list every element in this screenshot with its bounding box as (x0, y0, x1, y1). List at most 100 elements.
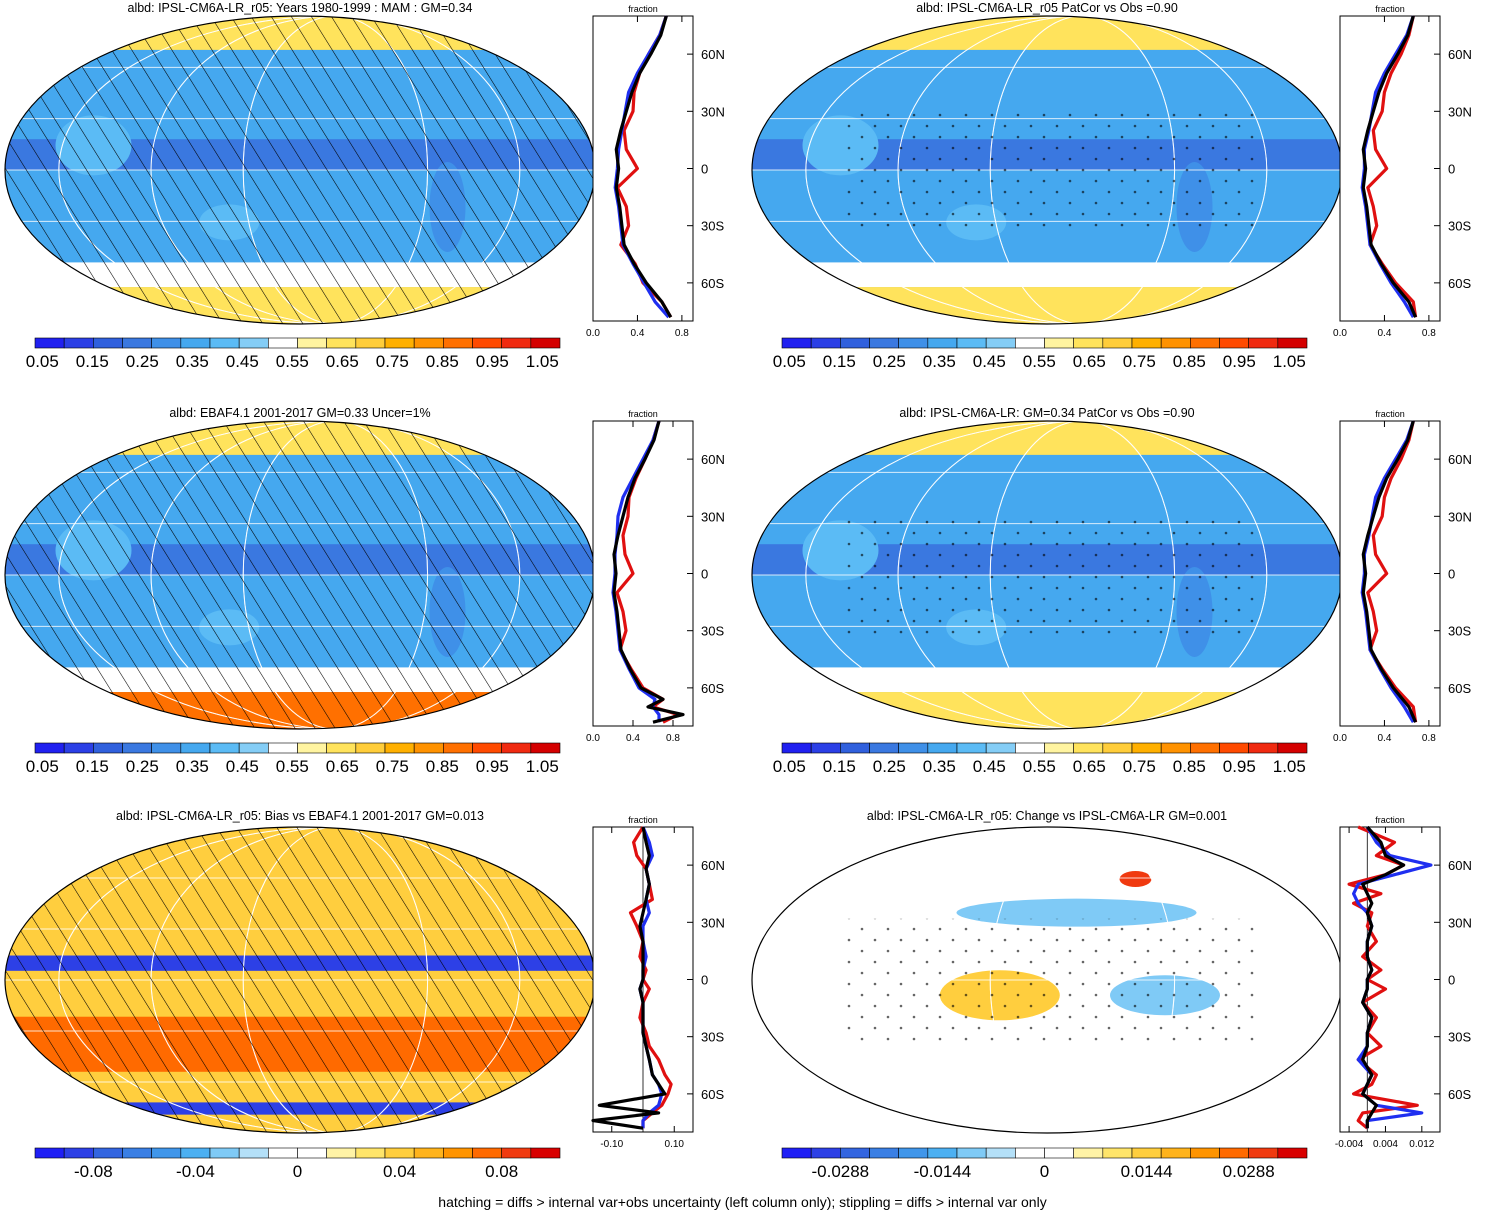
colorbar-box (1277, 1147, 1308, 1159)
colorbar-box (1073, 337, 1104, 349)
profile-ytick-label: 60S (701, 276, 724, 291)
colorbar-box (151, 742, 182, 754)
map-title: albd: IPSL-CM6A-LR_r05 PatCor vs Obs =0.… (916, 1, 1178, 15)
colorbar-label: 0.55 (276, 352, 309, 371)
profile-ytick-label: 0 (1448, 567, 1455, 582)
seaice-band (752, 667, 1342, 693)
profile-title: fraction (1375, 815, 1405, 825)
colorbar-label: 0.85 (426, 757, 459, 776)
profile-ytick-label: 30S (701, 1030, 724, 1045)
profile-ytick-label: 60S (1448, 681, 1471, 696)
profile-ytick-label: 30S (1448, 219, 1471, 234)
zonal-profile: fraction 0.0 0.4 0.8 60N 30N 0 30S 60S (1333, 4, 1472, 339)
arctic-band (752, 16, 1342, 50)
panel-2: albd: IPSL-CM6A-LR_r05 PatCor vs Obs =0.… (751, 1, 1472, 371)
colorbar-label: 0.65 (1073, 352, 1106, 371)
colorbar: -0.0288 -0.0144 0 0.0144 0.0288 (781, 1147, 1308, 1181)
profile-line-ens (612, 420, 685, 724)
profile-xtick-label: -0.004 (1335, 1139, 1364, 1150)
profile-xtick-label: -0.10 (600, 1139, 623, 1150)
colorbar-box (781, 337, 812, 349)
profile-xtick-label: 0.0 (1333, 733, 1347, 744)
colorbar-box (326, 742, 357, 754)
profile-ytick-label: 0 (701, 162, 708, 177)
figure-footnote: hatching = diffs > internal var+obs unce… (438, 1194, 1047, 1210)
profile-line-ens (614, 15, 673, 319)
meridian-line (805, 827, 1342, 1133)
colorbar-box (63, 742, 94, 754)
colorbar-box (34, 742, 65, 754)
hatching-overlay (5, 827, 595, 1133)
profile-ytick-label: 60S (701, 1087, 724, 1102)
colorbar-label: 0.04 (383, 1162, 416, 1181)
colorbar-box (326, 337, 357, 349)
profile-line-ens (1361, 825, 1406, 1129)
colorbar-box (472, 337, 502, 349)
profile-ytick-label: 30N (701, 915, 725, 930)
colorbar-box (122, 742, 152, 754)
colorbar-box (413, 742, 444, 754)
map-field (5, 16, 595, 324)
colorbar-box (1219, 337, 1249, 349)
colorbar-box (1219, 1147, 1249, 1159)
colorbar-box (1073, 742, 1104, 754)
colorbar-box (956, 1147, 987, 1159)
map-title: albd: IPSL-CM6A-LR_r05: Change vs IPSL-C… (867, 809, 1227, 823)
map-field (752, 827, 1342, 1133)
map-field (5, 827, 595, 1133)
profile-ytick-label: 30N (701, 104, 725, 119)
colorbar-label: -0.0288 (811, 1162, 869, 1181)
colorbar: 0.05 0.15 0.25 0.35 0.45 0.55 0.65 0.75 0.85 0.95… (26, 337, 561, 371)
colorbar-box (810, 337, 841, 349)
colorbar-box (122, 337, 152, 349)
colorbar-label: 0.25 (126, 352, 159, 371)
colorbar-box (63, 1147, 94, 1159)
panel-4: albd: IPSL-CM6A-LR: GM=0.34 PatCor vs Ob… (751, 406, 1472, 776)
colorbar-box (355, 742, 386, 754)
colorbar-box (781, 742, 812, 754)
map-field (752, 421, 1342, 729)
profile-xtick-label: 0.8 (666, 733, 680, 744)
profile-ytick-label: 0 (1448, 162, 1455, 177)
colorbar-label: 0.35 (923, 352, 956, 371)
colorbar-box (1015, 742, 1045, 754)
colorbar-box (1102, 1147, 1133, 1159)
colorbar-label: 0.0288 (1223, 1162, 1275, 1181)
colorbar-box (1044, 1147, 1074, 1159)
colorbar-box (1190, 1147, 1220, 1159)
colorbar-box (898, 337, 929, 349)
colorbar-box (1248, 1147, 1279, 1159)
colorbar-box (898, 742, 929, 754)
profile-ytick-label: 30N (1448, 509, 1472, 524)
panel-1: albd: IPSL-CM6A-LR_r05: Years 1980-1999 … (4, 1, 725, 371)
colorbar-label: 0.08 (485, 1162, 518, 1181)
profile-ytick-label: 0 (701, 567, 708, 582)
colorbar-box (927, 742, 958, 754)
panel-3: albd: EBAF4.1 2001-2017 GM=0.33 Uncer=1%… (4, 406, 725, 776)
colorbar-box (869, 742, 899, 754)
colorbar-label: 0 (293, 1162, 302, 1181)
profile-xtick-label: 0.0 (1333, 328, 1347, 339)
colorbar-box (1131, 1147, 1162, 1159)
colorbar-box (1131, 337, 1162, 349)
colorbar-box (384, 742, 415, 754)
profile-ytick-label: 60N (1448, 858, 1472, 873)
colorbar-box (355, 1147, 386, 1159)
profile-ytick-label: 30N (701, 509, 725, 524)
colorbar-box (384, 1147, 415, 1159)
colorbar-box (238, 742, 269, 754)
colorbar-label: 1.05 (526, 352, 559, 371)
colorbar-box (1160, 1147, 1191, 1159)
map-title: albd: IPSL-CM6A-LR_r05: Years 1980-1999 … (128, 1, 473, 15)
colorbar-box (93, 1147, 123, 1159)
colorbar-label: -0.0144 (914, 1162, 972, 1181)
colorbar-label: 0.35 (923, 757, 956, 776)
colorbar-box (530, 1147, 561, 1159)
colorbar-box (1219, 742, 1249, 754)
colorbar-box (1160, 337, 1191, 349)
stippling-overlay (840, 513, 1254, 637)
colorbar-box (530, 742, 561, 754)
meridian-line (805, 16, 1342, 324)
profile-frame (592, 420, 694, 727)
